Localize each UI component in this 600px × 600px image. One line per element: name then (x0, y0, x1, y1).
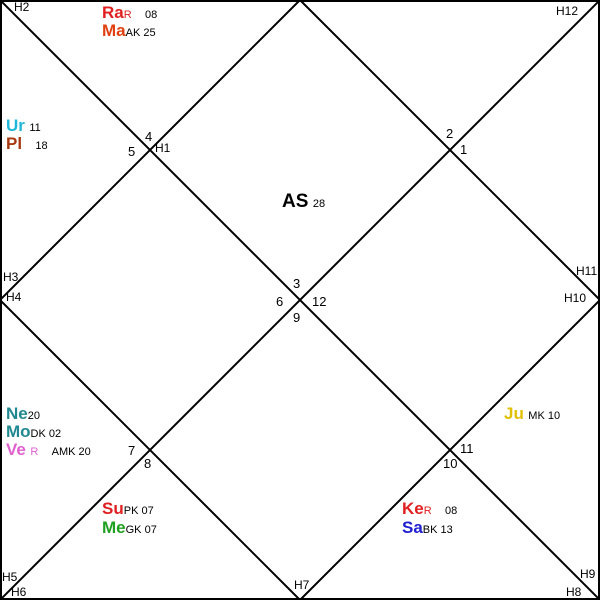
house-label-h3: H3 (3, 270, 19, 284)
planet-mars: MaAK 25 (102, 22, 156, 42)
planet-abbr: Sa (402, 518, 423, 537)
planet-abbr: Ma (102, 21, 126, 40)
planet-meta: BK 13 (422, 524, 453, 536)
ascendant-degree: 28 (312, 198, 326, 210)
planet-abbr: Me (102, 518, 126, 537)
house-label-h5: H5 (2, 570, 18, 584)
planet-meta: 11 (29, 122, 41, 134)
planet-meta: MK 10 (528, 410, 561, 422)
house-label-h7: H7 (294, 578, 310, 592)
planet-uranus: Ur 11 (6, 117, 41, 137)
sign-number-3: 3 (293, 276, 301, 291)
planet-saturn: SaBK 13 (402, 519, 453, 539)
planet-meta: DK 02 (30, 428, 62, 440)
planet-meta: 08 (445, 505, 458, 517)
sign-number-6: 6 (276, 294, 284, 309)
sign-number-4: 4 (145, 129, 153, 144)
house-label-h1: H1 (155, 141, 171, 155)
sign-number-10: 10 (443, 456, 458, 471)
sign-number-11: 11 (460, 441, 474, 456)
planet-meta: GK 07 (125, 524, 157, 536)
house-label-h2: H2 (14, 0, 30, 14)
planet-abbr: Ju (504, 404, 524, 423)
retrograde-mark: R (423, 505, 432, 517)
sign-number-1: 1 (460, 142, 468, 157)
planet-meta: AMK 20 (51, 446, 91, 458)
planet-pluto: Pl 18 (6, 135, 48, 155)
house-label-h4: H4 (6, 290, 22, 304)
planet-meta: PK 07 (123, 505, 154, 517)
planet-abbr: Pl (6, 134, 23, 153)
house-label-h8: H8 (566, 585, 582, 599)
house-label-h11: H11 (576, 264, 598, 278)
planet-jupiter: Ju MK 10 (504, 405, 560, 425)
planet-mercury: MeGK 07 (102, 519, 157, 539)
planet-abbr: Ur (6, 116, 25, 135)
planet-abbr: Su (102, 499, 124, 518)
house-label-h10: H10 (564, 291, 587, 305)
sign-number-9: 9 (293, 310, 301, 325)
sign-number-5: 5 (128, 144, 136, 159)
planet-moon: MoDK 02 (6, 423, 61, 443)
planet-neptune: Ne20 (6, 405, 40, 425)
planet-meta: AK 25 (125, 27, 156, 39)
house-label-h6: H6 (11, 585, 27, 599)
sign-number-7: 7 (128, 443, 136, 458)
planet-abbr: Ve (6, 440, 26, 459)
sign-number-8: 8 (144, 456, 152, 471)
planet-meta: 08 (145, 9, 158, 21)
planet-sun: SuPK 07 (102, 500, 154, 520)
retrograde-mark: R (123, 9, 132, 21)
sign-number-12: 12 (312, 294, 327, 309)
planet-venus: Ve R AMK 20 (6, 441, 91, 461)
sign-number-2: 2 (446, 126, 454, 141)
planet-abbr: Ra (102, 3, 124, 22)
retrograde-mark: R (30, 446, 39, 458)
planet-abbr: Ke (402, 499, 424, 518)
house-label-h9: H9 (580, 567, 596, 581)
house-label-h12: H12 (556, 4, 579, 18)
planet-meta: 18 (35, 140, 48, 152)
planet-abbr: Ne (6, 404, 28, 423)
planet-rahu: RaR 08 (102, 4, 157, 24)
planet-abbr: Mo (6, 422, 31, 441)
planet-ketu: KeR 08 (402, 500, 457, 520)
ascendant-label: AS (282, 191, 309, 212)
ascendant: AS 28 (282, 191, 325, 213)
planet-meta: 20 (27, 410, 40, 422)
